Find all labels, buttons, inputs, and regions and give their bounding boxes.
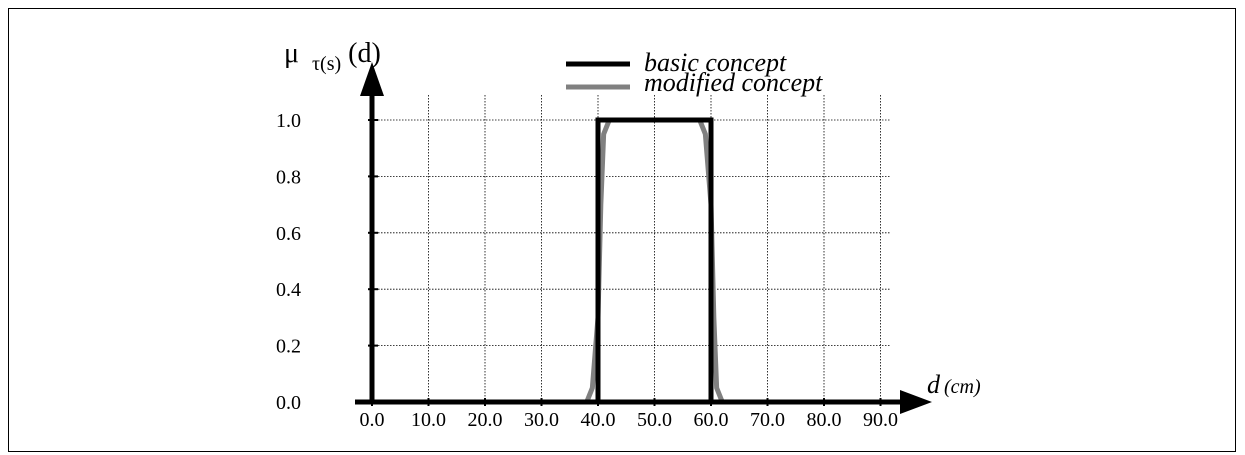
x-tick-label: 70.0 [750, 409, 785, 431]
y-axis-label-suffix: (d) [348, 38, 381, 69]
tick-labels: 0.0 10.0 20.0 30.0 40.0 50.0 60.0 70.0 80.0 90.0 0… [276, 110, 898, 431]
y-tick-label: 0.6 [276, 223, 301, 245]
y-tick-label: 0.8 [276, 166, 301, 188]
y-tick-label: 0.4 [276, 279, 301, 301]
axes [355, 62, 932, 414]
series-modified-concept [372, 117, 906, 405]
series-basic-concept [372, 117, 906, 405]
x-tick-label: 30.0 [524, 409, 559, 431]
legend-label-basic: basic concept [644, 48, 787, 77]
legend: basic concept modified concept [566, 48, 823, 97]
x-tick-label: 90.0 [863, 409, 898, 431]
y-axis-label-prefix: μ [284, 38, 299, 69]
x-tick-label: 40.0 [581, 409, 616, 431]
x-tick-label: 0.0 [360, 409, 385, 431]
y-tick-label: 1.0 [276, 110, 301, 132]
x-axis-arrow [900, 390, 932, 414]
grid [372, 95, 891, 402]
y-axis-arrow [360, 62, 384, 96]
legend-label-modified: modified concept [644, 68, 823, 97]
y-axis-label-sub: τ(s) [312, 53, 341, 75]
x-tick-label: 50.0 [637, 409, 672, 431]
x-tick-label: 60.0 [694, 409, 729, 431]
y-tick-label: 0.0 [276, 392, 301, 414]
x-tick-label: 80.0 [807, 409, 842, 431]
x-axis-label-var: d [927, 370, 941, 399]
y-tick-label: 0.2 [276, 336, 301, 358]
x-axis-label-unit: (cm) [944, 376, 981, 398]
x-axis-label: d (cm) [927, 370, 981, 399]
y-axis-label: μ τ(s) (d) [284, 38, 381, 77]
x-tick-label: 10.0 [411, 409, 446, 431]
figure-frame [8, 8, 1236, 452]
series-layer [372, 117, 906, 405]
x-tick-label: 20.0 [468, 409, 503, 431]
